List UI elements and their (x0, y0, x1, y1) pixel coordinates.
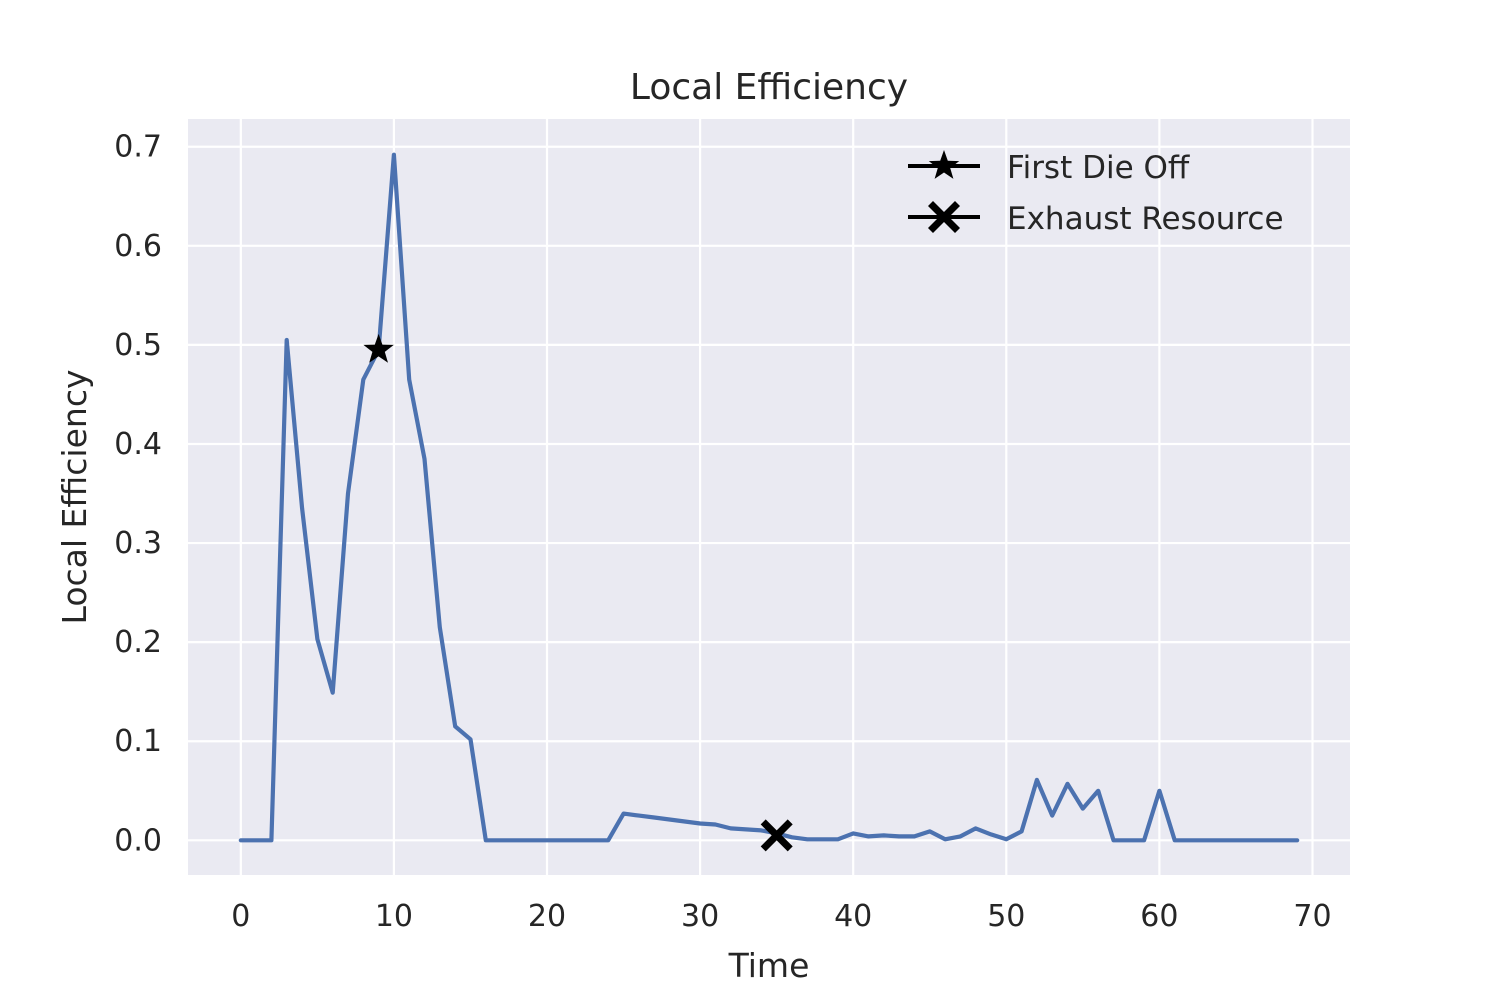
legend-label-first-die-off: First Die Off (1007, 150, 1190, 186)
x-tick-label: 10 (375, 899, 413, 934)
x-axis-label: Time (728, 946, 810, 985)
y-tick-label: 0.7 (114, 130, 162, 165)
y-tick-label: 0.2 (114, 625, 162, 660)
x-tick-labels: 0 10 20 30 40 50 60 70 (231, 899, 1331, 934)
x-mark-icon (928, 201, 960, 233)
y-tick-labels: 0.0 0.1 0.2 0.3 0.4 0.5 0.6 0.7 (114, 130, 162, 859)
y-tick-label: 0.0 (114, 823, 162, 858)
y-tick-label: 0.3 (114, 526, 162, 561)
x-tick-label: 0 (231, 899, 250, 934)
x-tick-label: 30 (681, 899, 719, 934)
y-tick-label: 0.1 (114, 724, 162, 759)
x-tick-label: 50 (987, 899, 1025, 934)
event-markers (363, 333, 793, 852)
legend-label-exhaust-resource: Exhaust Resource (1007, 201, 1284, 237)
legend: First Die Off Exhaust Resource (908, 150, 1284, 237)
star-icon (928, 150, 960, 179)
x-tick-label: 70 (1293, 899, 1331, 934)
exhaust-resource-marker (760, 819, 793, 852)
x-tick-label: 40 (834, 899, 872, 934)
y-tick-label: 0.5 (114, 328, 162, 363)
x-tick-label: 60 (1140, 899, 1178, 934)
y-tick-label: 0.4 (114, 427, 162, 462)
first-die-off-marker (363, 333, 394, 363)
y-tick-label: 0.6 (114, 229, 162, 264)
y-axis-label: Local Efficiency (55, 370, 94, 625)
chart-title: Local Efficiency (630, 67, 908, 108)
x-tick-label: 20 (528, 899, 566, 934)
grid-lines (188, 119, 1350, 875)
